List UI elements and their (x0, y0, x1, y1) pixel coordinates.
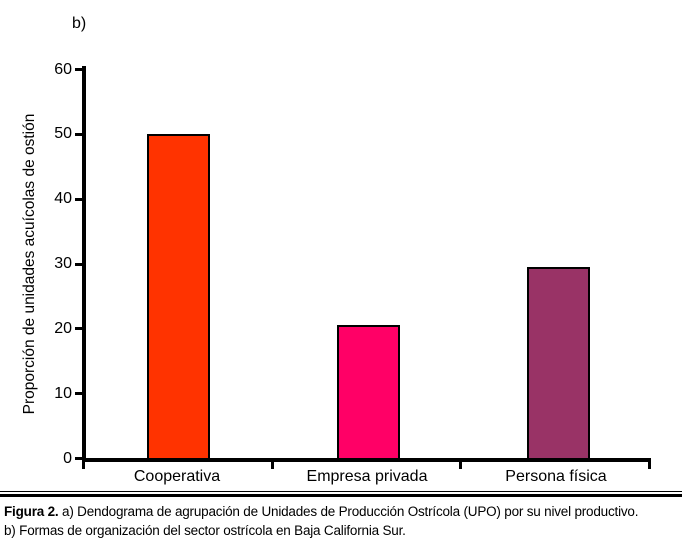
x-tick-mark (82, 458, 85, 469)
y-axis-line (82, 66, 86, 462)
y-tick-label: 0 (63, 449, 72, 467)
bar-persona-física (527, 267, 590, 460)
caption-label: Figura 2. (4, 504, 59, 519)
caption-divider-thick-line (0, 494, 682, 497)
y-tick-label: 50 (54, 125, 72, 143)
y-tick-label: 60 (54, 60, 72, 78)
x-tick-mark (648, 458, 651, 469)
y-tick-label: 30 (54, 255, 72, 272)
caption-line1: a) Dendograma de agrupación de Unidades … (58, 504, 639, 519)
x-category-label: Persona física (505, 468, 607, 485)
y-tick-mark (75, 457, 82, 460)
x-category-label: Empresa privada (306, 468, 428, 485)
y-tick-label: 20 (54, 319, 72, 337)
y-tick-mark (75, 132, 82, 136)
y-tick-mark (75, 68, 82, 71)
y-tick-mark (75, 262, 82, 266)
caption-divider (0, 491, 682, 497)
x-tick-mark (459, 458, 463, 469)
y-tick-label: 40 (54, 190, 72, 208)
caption-line2: b) Formas de organización del sector ost… (4, 523, 406, 538)
y-tick-label: 10 (54, 384, 72, 402)
figure-caption: Figura 2. a) Dendograma de agrupación de… (4, 502, 680, 540)
x-axis-line (82, 458, 651, 462)
y-tick-mark (75, 197, 82, 201)
y-tick-mark (75, 327, 82, 331)
bar-cooperativa (147, 134, 210, 460)
panel-label: b) (72, 15, 87, 32)
x-tick-mark (270, 458, 274, 469)
bar-empresa-privada (337, 325, 400, 460)
x-category-label: Cooperativa (133, 468, 221, 485)
y-tick-mark (75, 392, 82, 396)
caption-divider-thin-line (0, 491, 682, 492)
